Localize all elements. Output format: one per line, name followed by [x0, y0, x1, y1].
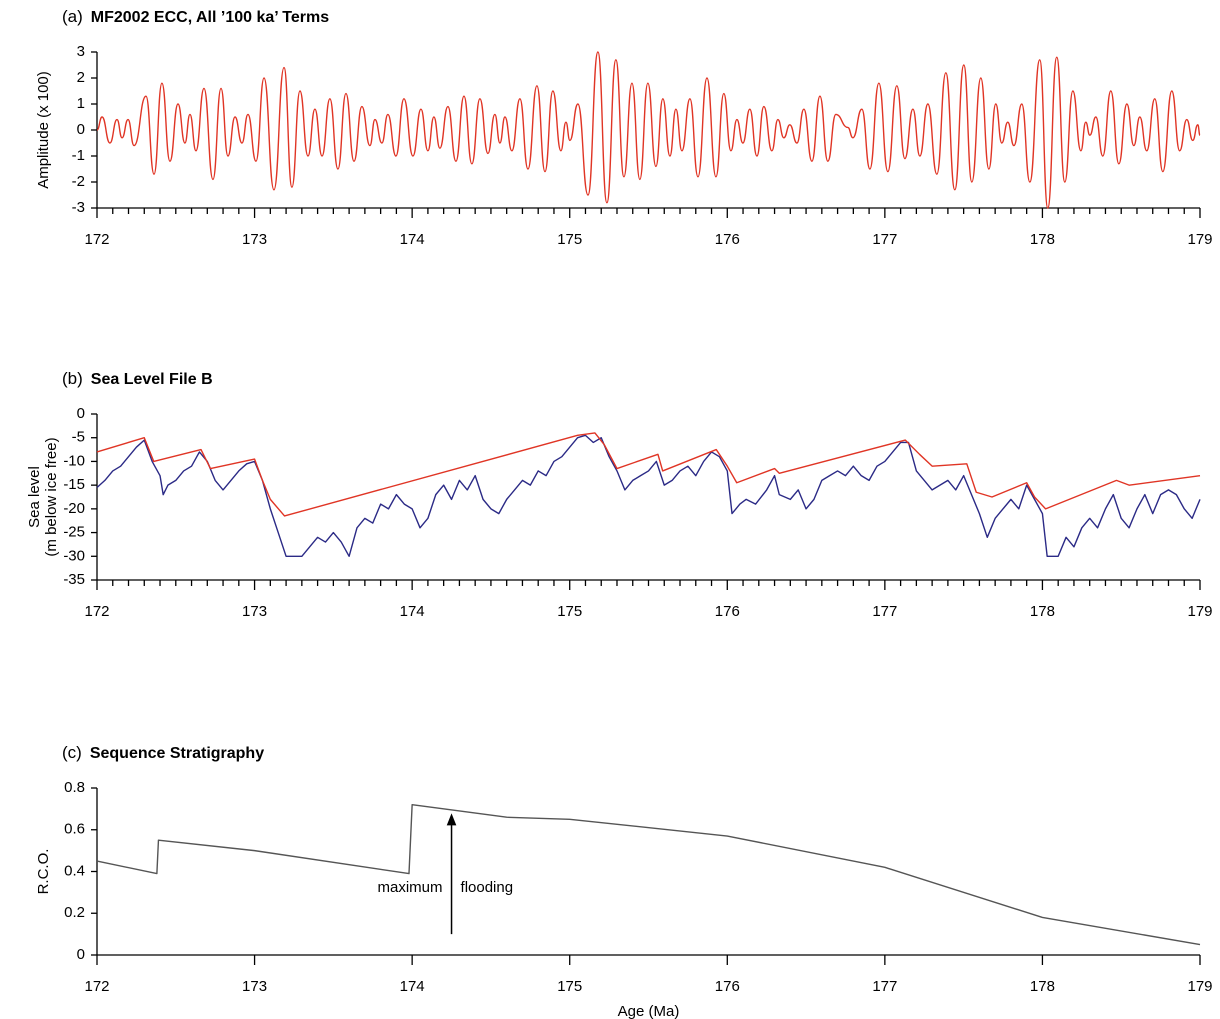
series-line [96, 51, 1201, 209]
panel-label: (c) [62, 743, 82, 762]
y-axis-label: (m below ice free) [43, 437, 60, 556]
x-tick-label: 172 [84, 603, 109, 620]
y-tick-label: 0.8 [64, 779, 85, 796]
annotation: maximum [378, 879, 443, 896]
y-tick-label: -2 [72, 173, 85, 190]
y-tick-label: 1 [77, 95, 85, 112]
x-tick-label: 172 [84, 978, 109, 995]
y-tick-label: -1 [72, 147, 85, 164]
x-tick-label: 175 [557, 603, 582, 620]
panel-title: (a) MF2002 ECC, All ’100 ka’ Terms [62, 7, 329, 26]
x-tick-label: 173 [242, 231, 267, 248]
y-tick-label: -30 [63, 547, 85, 564]
y-tick-label: 2 [77, 69, 85, 86]
annotation: flooding [461, 879, 514, 896]
title: MF2002 ECC, All ’100 ka’ Terms [91, 9, 329, 26]
x-tick-label: 177 [872, 231, 897, 248]
x-tick-label: 176 [715, 603, 740, 620]
x-tick-label: 174 [400, 978, 425, 995]
y-tick-label: 0 [77, 946, 85, 963]
y-tick-label: -3 [72, 199, 85, 216]
x-tick-label: 174 [400, 603, 425, 620]
x-tick-label: 178 [1030, 603, 1055, 620]
x-tick-label: 173 [242, 978, 267, 995]
y-tick-label: -35 [63, 571, 85, 588]
x-axis-label: Age (Ma) [618, 1003, 680, 1019]
x-tick-label: 175 [557, 231, 582, 248]
title: Sea Level File B [91, 371, 213, 388]
title: Sequence Stratigraphy [90, 745, 264, 762]
series-line [96, 432, 1201, 517]
y-tick-label: 0.4 [64, 862, 85, 879]
y-axis-label: Amplitude (x 100) [35, 71, 52, 189]
x-tick-label: 173 [242, 603, 267, 620]
y-tick-label: -20 [63, 500, 85, 517]
x-tick-label: 178 [1030, 231, 1055, 248]
y-tick-label: 0.2 [64, 904, 85, 921]
x-tick-label: 176 [715, 978, 740, 995]
x-tick-label: 179 [1187, 978, 1212, 995]
panel-label: (b) [62, 369, 83, 388]
x-tick-label: 174 [400, 231, 425, 248]
y-tick-label: 0 [77, 121, 85, 138]
panel-title: (b) Sea Level File B [62, 369, 213, 388]
x-tick-label: 172 [84, 231, 109, 248]
panel-label: (a) [62, 7, 83, 26]
x-tick-label: 177 [872, 978, 897, 995]
y-tick-label: -25 [63, 524, 85, 541]
x-tick-label: 175 [557, 978, 582, 995]
x-tick-label: 179 [1187, 231, 1212, 248]
y-tick-label: 0.6 [64, 821, 85, 838]
y-tick-label: 0 [77, 405, 85, 422]
y-tick-label: 3 [77, 43, 85, 60]
panel-title: (c) Sequence Stratigraphy [62, 743, 264, 762]
x-tick-label: 177 [872, 603, 897, 620]
y-axis-label: R.C.O. [35, 849, 52, 895]
y-tick-label: -15 [63, 476, 85, 493]
series-line [96, 434, 1201, 557]
x-tick-label: 179 [1187, 603, 1212, 620]
y-tick-label: -5 [72, 429, 85, 446]
y-tick-label: -10 [63, 452, 85, 469]
x-tick-label: 178 [1030, 978, 1055, 995]
series-line [96, 804, 1201, 946]
x-tick-label: 176 [715, 231, 740, 248]
y-axis-label: Sea level [26, 466, 43, 528]
